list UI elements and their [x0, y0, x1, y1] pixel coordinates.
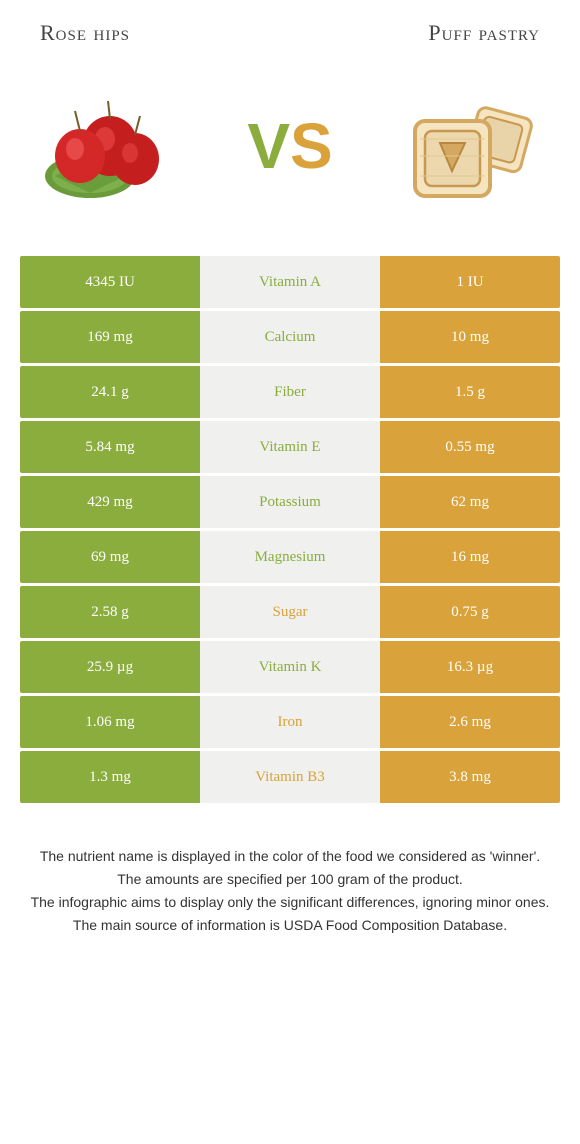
- vs-s: S: [290, 110, 333, 182]
- vs-label: VS: [247, 109, 332, 183]
- value-left: 69 mg: [20, 531, 200, 583]
- table-row: 69 mgMagnesium16 mg: [20, 531, 560, 583]
- value-left: 4345 IU: [20, 256, 200, 308]
- value-left: 25.9 µg: [20, 641, 200, 693]
- footer-line-4: The main source of information is USDA F…: [30, 915, 550, 936]
- value-right: 0.75 g: [380, 586, 560, 638]
- footer: The nutrient name is displayed in the co…: [0, 806, 580, 958]
- nutrient-label: Magnesium: [200, 531, 380, 583]
- footer-line-2: The amounts are specified per 100 gram o…: [30, 869, 550, 890]
- nutrient-label: Calcium: [200, 311, 380, 363]
- vs-v: V: [247, 110, 290, 182]
- value-left: 429 mg: [20, 476, 200, 528]
- nutrient-label: Vitamin K: [200, 641, 380, 693]
- table-row: 1.3 mgVitamin B33.8 mg: [20, 751, 560, 803]
- nutrient-label: Vitamin A: [200, 256, 380, 308]
- value-right: 3.8 mg: [380, 751, 560, 803]
- value-left: 1.3 mg: [20, 751, 200, 803]
- value-left: 2.58 g: [20, 586, 200, 638]
- value-right: 1 IU: [380, 256, 560, 308]
- value-left: 169 mg: [20, 311, 200, 363]
- nutrient-label: Iron: [200, 696, 380, 748]
- header: Rose hips Puff pastry: [0, 0, 580, 56]
- table-row: 2.58 gSugar0.75 g: [20, 586, 560, 638]
- rosehip-icon: [30, 76, 190, 216]
- comparison-table: 4345 IUVitamin A1 IU169 mgCalcium10 mg24…: [20, 256, 560, 803]
- footer-line-1: The nutrient name is displayed in the co…: [30, 846, 550, 867]
- pastry-icon: [390, 76, 550, 216]
- nutrient-label: Potassium: [200, 476, 380, 528]
- value-right: 16.3 µg: [380, 641, 560, 693]
- table-row: 1.06 mgIron2.6 mg: [20, 696, 560, 748]
- nutrient-label: Vitamin B3: [200, 751, 380, 803]
- table-row: 169 mgCalcium10 mg: [20, 311, 560, 363]
- value-right: 62 mg: [380, 476, 560, 528]
- value-left: 24.1 g: [20, 366, 200, 418]
- table-row: 4345 IUVitamin A1 IU: [20, 256, 560, 308]
- title-right: Puff pastry: [428, 20, 540, 46]
- vs-row: VS: [0, 56, 580, 256]
- value-right: 16 mg: [380, 531, 560, 583]
- value-right: 10 mg: [380, 311, 560, 363]
- value-right: 0.55 mg: [380, 421, 560, 473]
- value-right: 1.5 g: [380, 366, 560, 418]
- table-row: 25.9 µgVitamin K16.3 µg: [20, 641, 560, 693]
- table-row: 24.1 gFiber1.5 g: [20, 366, 560, 418]
- nutrient-label: Sugar: [200, 586, 380, 638]
- value-left: 1.06 mg: [20, 696, 200, 748]
- table-row: 5.84 mgVitamin E0.55 mg: [20, 421, 560, 473]
- table-row: 429 mgPotassium62 mg: [20, 476, 560, 528]
- value-left: 5.84 mg: [20, 421, 200, 473]
- nutrient-label: Fiber: [200, 366, 380, 418]
- value-right: 2.6 mg: [380, 696, 560, 748]
- nutrient-label: Vitamin E: [200, 421, 380, 473]
- title-left: Rose hips: [40, 20, 130, 46]
- footer-line-3: The infographic aims to display only the…: [30, 892, 550, 913]
